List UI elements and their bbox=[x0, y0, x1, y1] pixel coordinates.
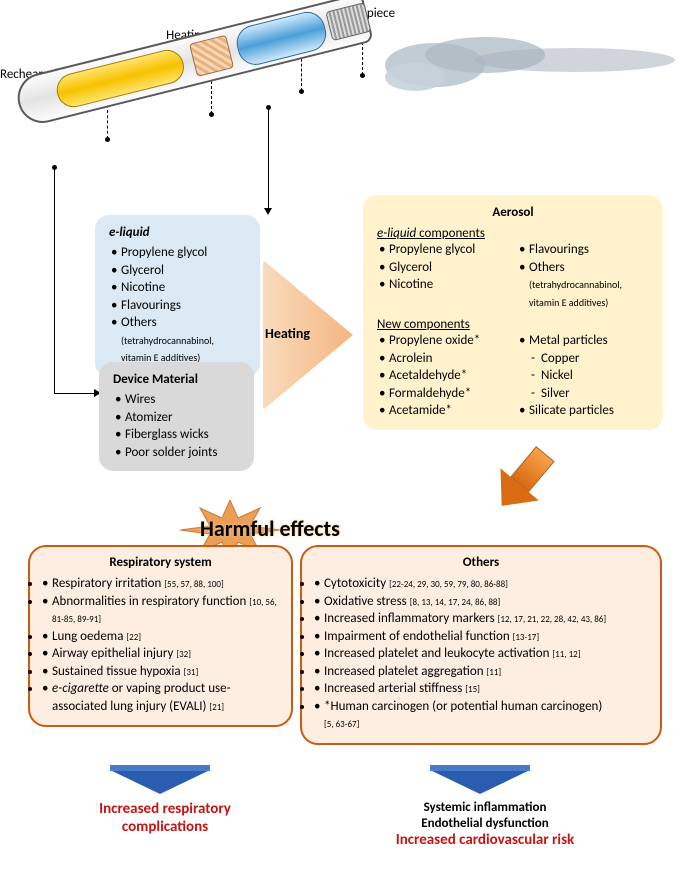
device-material-list: Wires Atomizer Fiberglass wicks Poor sol… bbox=[113, 391, 240, 461]
other-item: Increased inflammatory markers [12, 17, … bbox=[314, 610, 648, 628]
aerosol-item: Acetamide* bbox=[377, 402, 509, 420]
aerosol-item: Flavourings bbox=[517, 241, 649, 259]
aerosol-col2a: Propylene oxide* Acrolein Acetaldehyde* … bbox=[377, 332, 509, 420]
aerosol-item: Propylene oxide* bbox=[377, 332, 509, 350]
resp-item: Sustained tissue hypoxia [31] bbox=[42, 663, 279, 681]
eliquid-item: Nicotine bbox=[109, 279, 246, 297]
aerosol-col1b: Flavourings Others(tetrahydrocannabinol,… bbox=[517, 241, 649, 311]
leader-eliquid bbox=[268, 108, 269, 208]
other-item: Oxidative stress [8, 13, 14, 17, 24, 86,… bbox=[314, 593, 648, 611]
eliquid-item: Glycerol bbox=[109, 262, 246, 280]
others-list: Cytotoxicity [22-24, 29, 30, 59, 79, 80,… bbox=[314, 575, 648, 733]
box-respiratory: Respiratory system Respiratory irritatio… bbox=[28, 545, 293, 727]
arrow-eliquid-down bbox=[264, 208, 272, 215]
box-others: Others Cytotoxicity [22-24, 29, 30, 59, … bbox=[300, 545, 662, 745]
diagram-root: Heating elementor Atomizer Cartridge Mou… bbox=[0, 0, 685, 878]
aerosol-item: Others(tetrahydrocannabinol,vitamin E ad… bbox=[517, 259, 649, 312]
resp-item: Airway epithelial injury [32] bbox=[42, 645, 279, 663]
eliquid-item-others: Others(tetrahydrocannabinol,vitamin E ad… bbox=[109, 314, 246, 367]
box-eliquid: e-liquid Propylene glycol Glycerol Nicot… bbox=[95, 215, 260, 377]
down-arrow-left bbox=[110, 770, 210, 794]
aerosol-item: Silicate particles bbox=[517, 402, 649, 420]
eliquid-item: Flavourings bbox=[109, 297, 246, 315]
other-item: Increased platelet and leukocyte activat… bbox=[314, 645, 648, 663]
respiratory-list: Respiratory irritation [55, 57, 88, 100]… bbox=[42, 575, 279, 715]
vapor-icon bbox=[375, 15, 685, 115]
resp-item: e-cigarette or vaping product use-associ… bbox=[42, 680, 279, 715]
leader-device-v bbox=[54, 168, 55, 393]
aerosol-subitem: Silver bbox=[517, 385, 649, 403]
aerosol-subitem: Copper bbox=[517, 350, 649, 368]
other-item: Cytotoxicity [22-24, 29, 30, 59, 79, 80,… bbox=[314, 575, 648, 593]
aerosol-item: Metal particles bbox=[517, 332, 649, 350]
leader-device-h bbox=[54, 393, 94, 394]
respiratory-heading: Respiratory system bbox=[42, 555, 279, 570]
aerosol-col2b: Metal particles Copper Nickel Silver Sil… bbox=[517, 332, 649, 420]
resp-item: Abnormalities in respiratory function [1… bbox=[42, 593, 279, 628]
resp-item: Respiratory irritation [55, 57, 88, 100] bbox=[42, 575, 279, 593]
device-material-item: Atomizer bbox=[113, 409, 240, 427]
resp-item: Lung oedema [22] bbox=[42, 628, 279, 646]
device-material-item: Fiberglass wicks bbox=[113, 426, 240, 444]
big-arrow-icon bbox=[492, 446, 564, 522]
aerosol-title: Aerosol bbox=[377, 205, 649, 220]
other-item: Increased platelet aggregation [11] bbox=[314, 663, 648, 681]
aerosol-col1a: Propylene glycol Glycerol Nicotine bbox=[377, 241, 509, 311]
others-heading: Others bbox=[314, 555, 648, 570]
eliquid-list: Propylene glycol Glycerol Nicotine Flavo… bbox=[109, 244, 246, 367]
aerosol-item: Acetaldehyde* bbox=[377, 367, 509, 385]
aerosol-section1: e-liquid components bbox=[377, 226, 649, 241]
aerosol-item: Propylene glycol bbox=[377, 241, 509, 259]
aerosol-item: Glycerol bbox=[377, 259, 509, 277]
box-device-material: Device Material Wires Atomizer Fiberglas… bbox=[99, 362, 254, 471]
other-item: Increased arterial stiffness [15] bbox=[314, 680, 648, 698]
harmful-title: Harmful effects bbox=[200, 515, 340, 542]
heating-label: Heating bbox=[265, 325, 310, 342]
down-arrow-right bbox=[430, 770, 530, 794]
box-aerosol: Aerosol e-liquid components Propylene gl… bbox=[363, 195, 663, 430]
aerosol-subitem: Nickel bbox=[517, 367, 649, 385]
eliquid-item: Propylene glycol bbox=[109, 244, 246, 262]
aerosol-section2: New components bbox=[377, 317, 649, 332]
aerosol-item: Formaldehyde* bbox=[377, 385, 509, 403]
device-material-item: Poor solder joints bbox=[113, 444, 240, 462]
other-item: *Human carcinogen (or potential human ca… bbox=[314, 698, 648, 733]
aerosol-item: Acrolein bbox=[377, 350, 509, 368]
conclusion-right: Systemic inflammationEndothelial dysfunc… bbox=[365, 800, 605, 849]
device-material-title: Device Material bbox=[113, 372, 240, 387]
conclusion-left: Increased respiratorycomplications bbox=[70, 800, 260, 836]
device-material-item: Wires bbox=[113, 391, 240, 409]
eliquid-title: e-liquid bbox=[109, 225, 246, 240]
ecig-device bbox=[10, 0, 386, 138]
aerosol-item: Nicotine bbox=[377, 276, 509, 294]
other-item: Impairment of endothelial function [13-1… bbox=[314, 628, 648, 646]
